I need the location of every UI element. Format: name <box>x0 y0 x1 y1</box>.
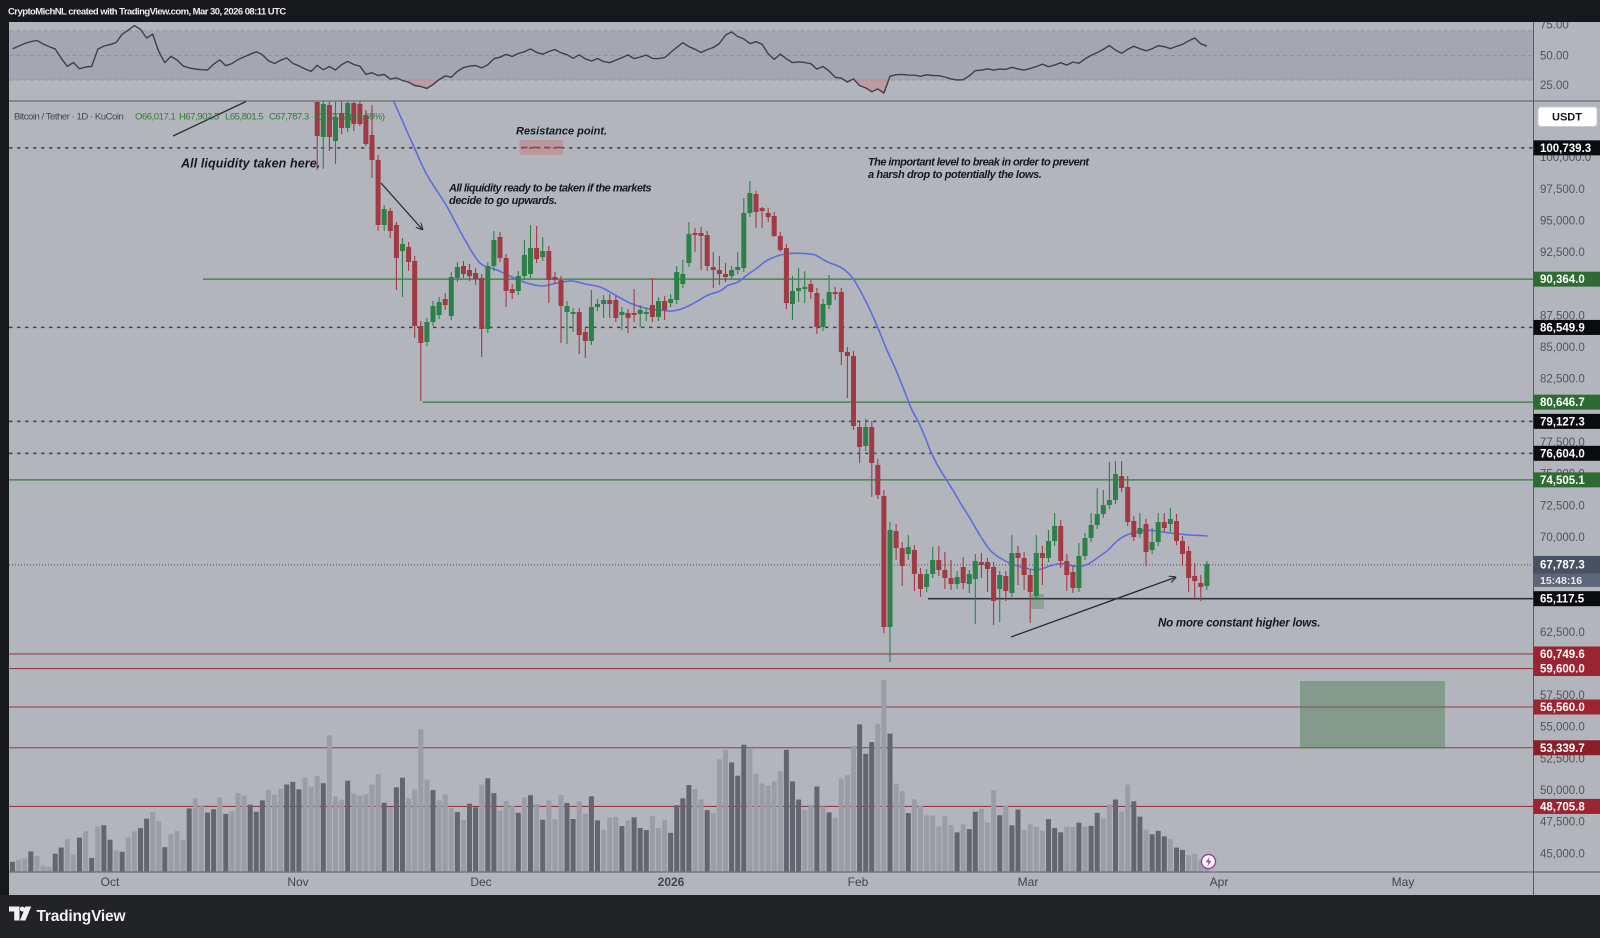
svg-text:87,500.0: 87,500.0 <box>1540 310 1585 322</box>
svg-text:90,364.0: 90,364.0 <box>1540 274 1585 286</box>
svg-text:75.00: 75.00 <box>1540 20 1569 32</box>
svg-text:Feb: Feb <box>848 875 869 889</box>
svg-text:25.00: 25.00 <box>1540 80 1569 92</box>
svg-text:60,749.6: 60,749.6 <box>1540 649 1585 661</box>
svg-text:Dec: Dec <box>470 875 491 889</box>
svg-text:O66,017.1: O66,017.1 <box>135 112 175 123</box>
svg-text:76,604.0: 76,604.0 <box>1540 448 1585 460</box>
svg-text:82,500.0: 82,500.0 <box>1540 374 1585 386</box>
svg-text:50.00: 50.00 <box>1540 51 1569 63</box>
svg-text:All liquidity ready to be take: All liquidity ready to be taken if the m… <box>448 183 652 195</box>
svg-text:53,339.7: 53,339.7 <box>1540 743 1585 755</box>
svg-text:74,505.1: 74,505.1 <box>1540 475 1585 487</box>
svg-text:62,500.0: 62,500.0 <box>1540 627 1585 639</box>
svg-text:+1,770.2 (+2.68%): +1,770.2 (+2.68%) <box>314 112 385 123</box>
svg-text:Apr: Apr <box>1210 875 1229 889</box>
svg-text:59,600.0: 59,600.0 <box>1540 664 1585 676</box>
svg-text:The important level to break i: The important level to break in order to… <box>868 157 1090 169</box>
svg-text:52,500.0: 52,500.0 <box>1540 753 1585 765</box>
svg-text:No more constant higher lows.: No more constant higher lows. <box>1158 618 1320 630</box>
svg-text:decide to go upwards.: decide to go upwards. <box>449 195 557 207</box>
svg-text:USDT: USDT <box>1552 112 1582 124</box>
svg-text:50,000.0: 50,000.0 <box>1540 785 1585 797</box>
svg-text:All liquidity taken here.: All liquidity taken here. <box>180 157 320 171</box>
svg-text:86,549.9: 86,549.9 <box>1540 322 1585 334</box>
svg-text:70,000.0: 70,000.0 <box>1540 532 1585 544</box>
svg-text:79,127.3: 79,127.3 <box>1540 416 1585 428</box>
svg-text:TradingView: TradingView <box>37 908 127 925</box>
svg-text:48,705.8: 48,705.8 <box>1540 801 1585 813</box>
svg-text:CryptoMichNL created with Trad: CryptoMichNL created with TradingView.co… <box>8 7 286 18</box>
svg-text:H67,902.5: H67,902.5 <box>179 112 219 123</box>
svg-text:57,500.0: 57,500.0 <box>1540 690 1585 702</box>
svg-text:72,500.0: 72,500.0 <box>1540 500 1585 512</box>
svg-text:85,000.0: 85,000.0 <box>1540 342 1585 354</box>
svg-text:Bitcoin / Tether · 1D · KuCoin: Bitcoin / Tether · 1D · KuCoin <box>14 112 124 123</box>
svg-text:100,739.3: 100,739.3 <box>1540 143 1591 155</box>
svg-text:May: May <box>1392 875 1415 889</box>
svg-text:Resistance point.: Resistance point. <box>516 126 607 138</box>
svg-text:95,000.0: 95,000.0 <box>1540 215 1585 227</box>
svg-text:Mar: Mar <box>1018 875 1039 889</box>
svg-text:Nov: Nov <box>287 875 308 889</box>
svg-text:2026: 2026 <box>658 875 685 889</box>
svg-text:15:48:16: 15:48:16 <box>1540 575 1582 587</box>
svg-text:47,500.0: 47,500.0 <box>1540 817 1585 829</box>
svg-text:45,000.0: 45,000.0 <box>1540 848 1585 860</box>
svg-text:L65,801.5: L65,801.5 <box>225 112 263 123</box>
svg-text:65,117.5: 65,117.5 <box>1540 594 1585 606</box>
svg-text:Oct: Oct <box>101 875 120 889</box>
svg-text:56,560.0: 56,560.0 <box>1540 702 1585 714</box>
svg-text:92,500.0: 92,500.0 <box>1540 247 1585 259</box>
svg-text:55,000.0: 55,000.0 <box>1540 722 1585 734</box>
svg-text:67,787.3: 67,787.3 <box>1540 559 1585 571</box>
svg-text:a harsh drop to potentially th: a harsh drop to potentially the lows. <box>868 169 1042 181</box>
svg-text:97,500.0: 97,500.0 <box>1540 184 1585 196</box>
svg-text:80,646.7: 80,646.7 <box>1540 397 1585 409</box>
svg-text:C67,787.3: C67,787.3 <box>269 112 309 123</box>
